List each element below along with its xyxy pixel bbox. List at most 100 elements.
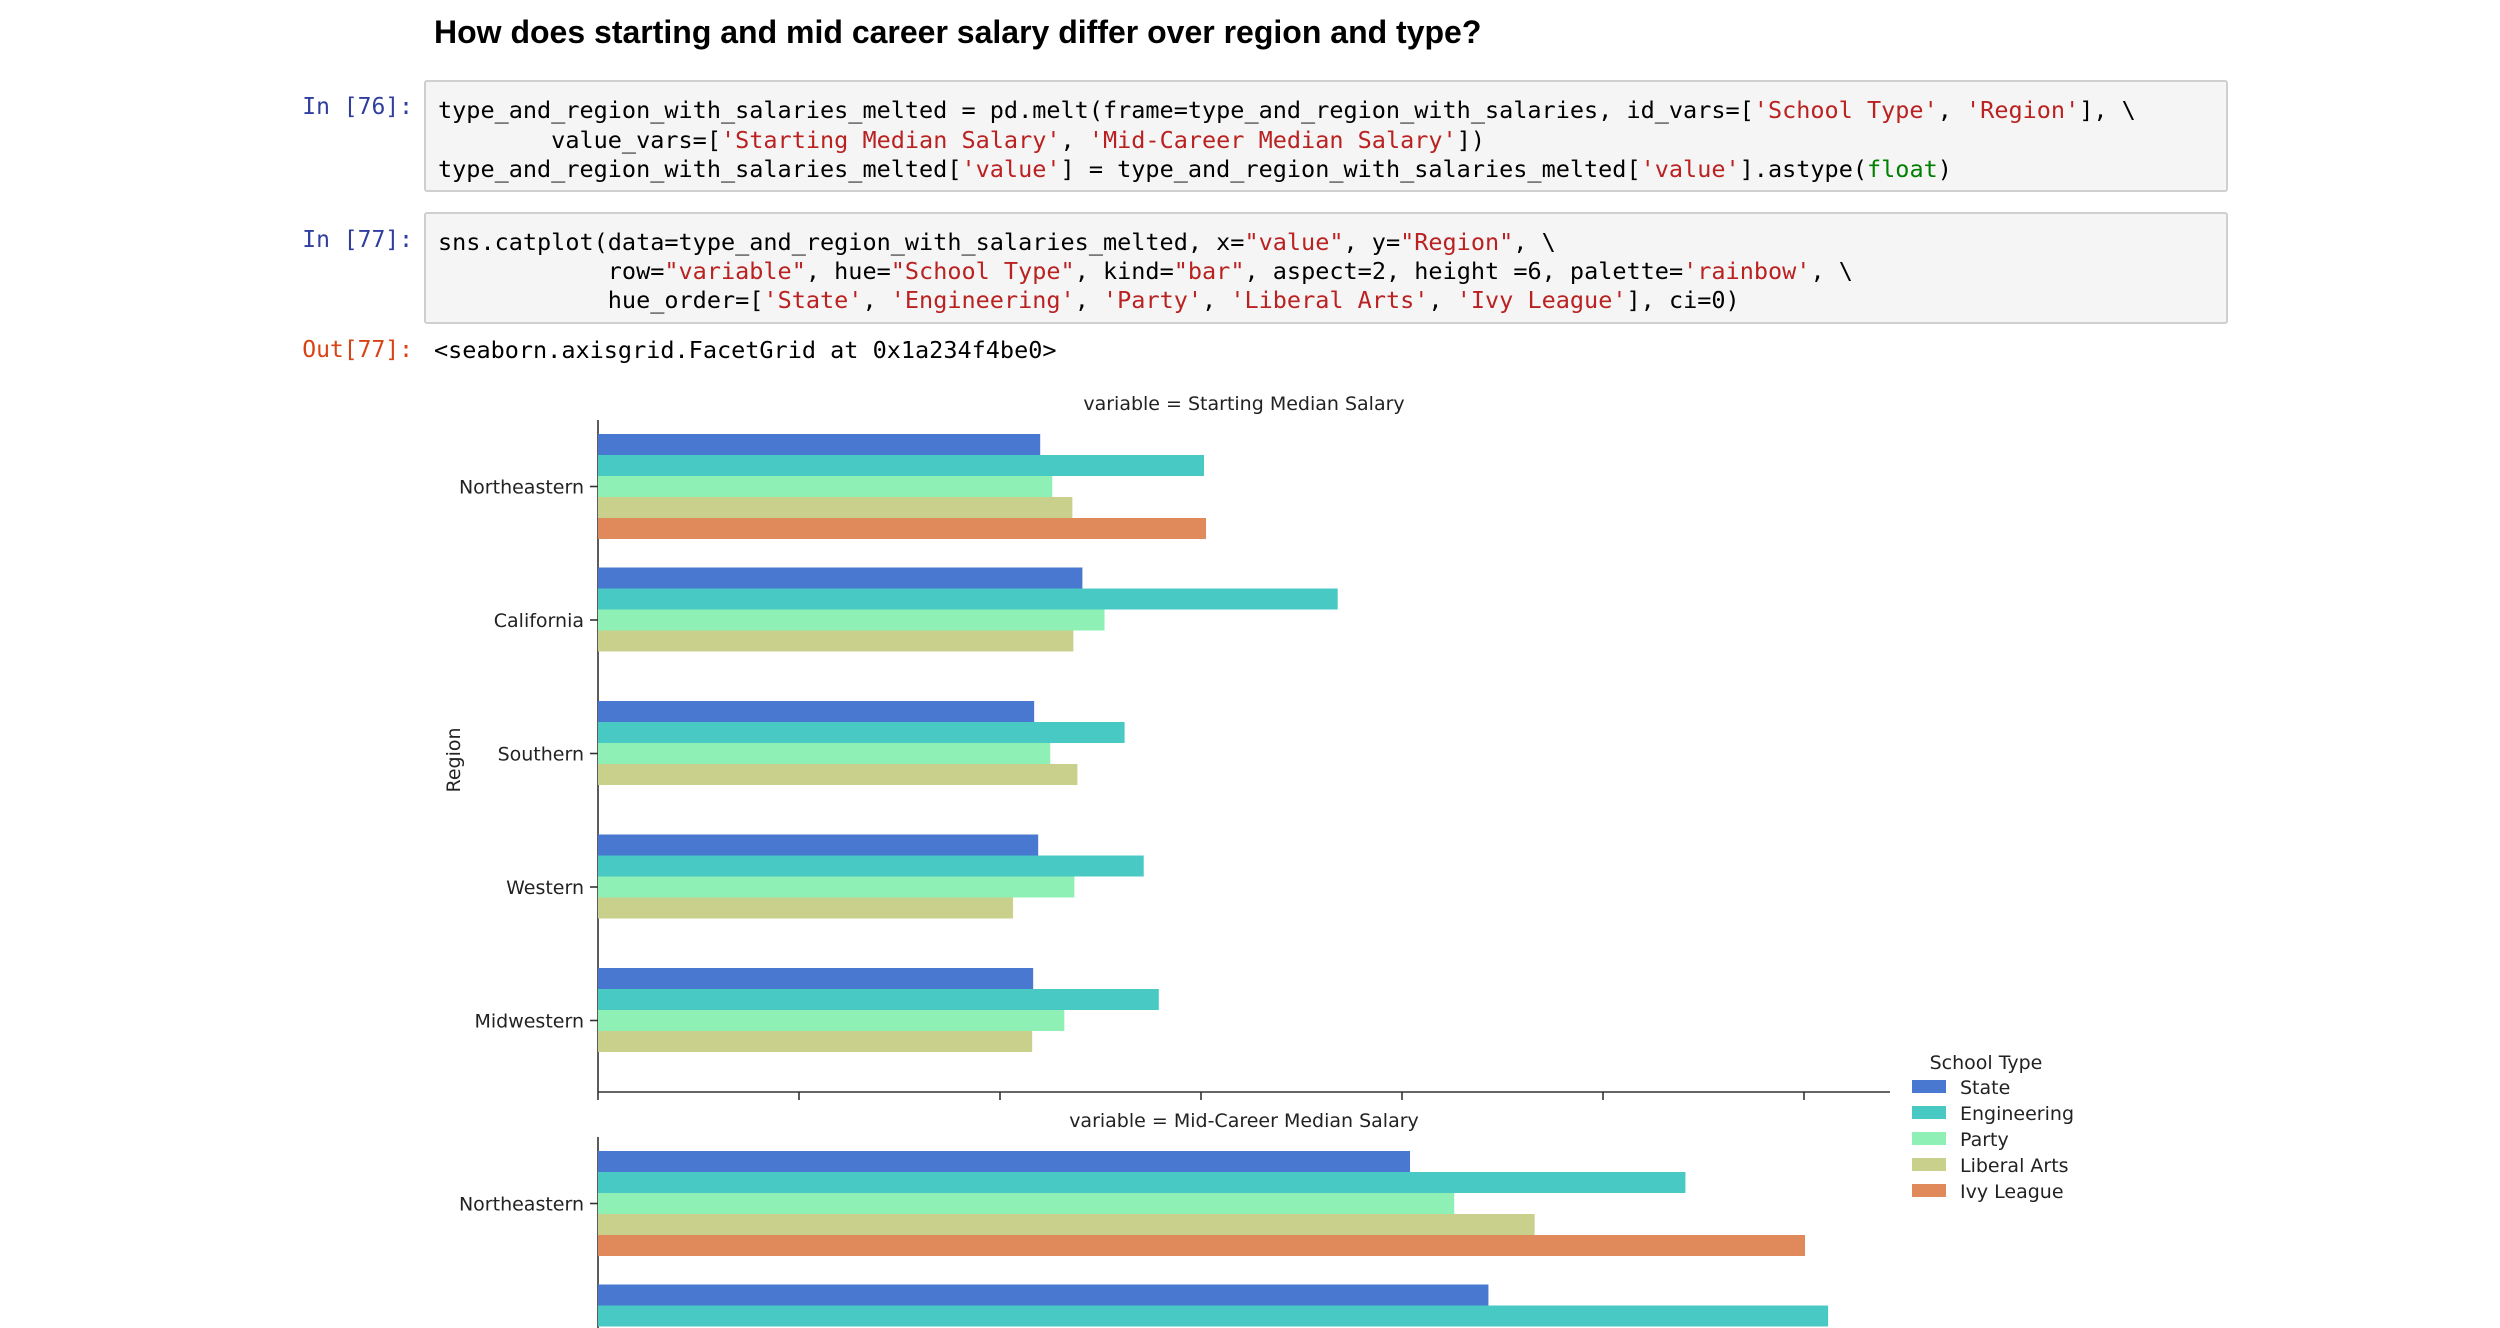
y-tick-label: Midwestern — [474, 1011, 584, 1033]
code-token: ]) — [1456, 126, 1485, 154]
code-token: , — [1428, 286, 1457, 314]
cell-76-prompt: In [76]: — [302, 94, 413, 120]
code-token: 'rainbow' — [1683, 257, 1811, 285]
legend-swatch — [1912, 1132, 1946, 1145]
code-token: , — [862, 286, 891, 314]
code-token: ].astype( — [1739, 155, 1867, 183]
code-token: 'State' — [763, 286, 863, 314]
bar — [598, 1284, 1489, 1306]
y-tick-label: Southern — [498, 744, 584, 766]
code-token: type_and_region_with_salaries_melted = p… — [438, 96, 1754, 124]
code-line: value_vars=['Starting Median Salary', 'M… — [438, 125, 1485, 155]
code-token: 'Region' — [1966, 96, 2080, 124]
code-token: type_and_region_with_salaries_melted[ — [438, 155, 962, 183]
legend-swatch — [1912, 1158, 1946, 1171]
code-token: 'Ivy League' — [1456, 286, 1627, 314]
bar — [598, 1235, 1806, 1256]
legend-label: Party — [1960, 1129, 2009, 1151]
code-token: , kind= — [1074, 257, 1174, 285]
legend-swatch — [1912, 1080, 1946, 1093]
bar — [598, 968, 1034, 989]
bar — [598, 989, 1159, 1010]
code-token: 'Starting Median Salary' — [720, 126, 1061, 154]
code-token: 2 — [1371, 257, 1386, 285]
legend-label: Engineering — [1960, 1103, 2074, 1125]
output-77-prompt: Out[77]: — [302, 337, 413, 363]
code-cell-77[interactable]: sns.catplot(data=type_and_region_with_sa… — [424, 212, 2228, 324]
bar — [598, 855, 1144, 877]
bar — [598, 630, 1074, 652]
bar — [598, 455, 1205, 476]
bar — [598, 1151, 1411, 1172]
code-token: "variable" — [664, 257, 806, 285]
legend-title: School Type — [1930, 1052, 2043, 1074]
code-token: value_vars=[ — [438, 126, 721, 154]
code-token: float — [1867, 155, 1938, 183]
code-token: "Region" — [1400, 228, 1514, 256]
legend-label: Liberal Arts — [1960, 1155, 2069, 1177]
code-token: , — [1202, 286, 1231, 314]
code-token: , — [1074, 286, 1103, 314]
code-token: 'Party' — [1103, 286, 1203, 314]
legend-swatch — [1912, 1106, 1946, 1119]
code-token: , — [1937, 96, 1967, 124]
code-token: 'Engineering' — [890, 286, 1075, 314]
bar — [598, 1031, 1033, 1052]
bar — [598, 518, 1207, 539]
code-token: 'value' — [961, 155, 1061, 183]
legend-swatch — [1912, 1184, 1946, 1197]
code-token: sns.catplot(data=type_and_region_with_sa… — [438, 228, 1245, 256]
code-token: , height = — [1385, 257, 1528, 285]
bar — [598, 1010, 1065, 1031]
code-token: ], ci= — [1626, 286, 1712, 314]
code-token: 'value' — [1640, 155, 1740, 183]
code-token: , palette= — [1541, 257, 1684, 285]
code-token: ] = type_and_region_with_salaries_melted… — [1060, 155, 1641, 183]
code-token: 'School Type' — [1753, 96, 1938, 124]
bar — [598, 434, 1041, 455]
bar — [598, 834, 1039, 856]
code-token: , aspect= — [1244, 257, 1372, 285]
y-tick-label: Western — [506, 877, 584, 899]
code-token: , hue= — [805, 257, 891, 285]
code-token: "bar" — [1173, 257, 1245, 285]
bar — [598, 1214, 1535, 1235]
code-token: 'Liberal Arts' — [1230, 286, 1429, 314]
bar — [598, 743, 1051, 764]
bar — [598, 722, 1125, 743]
code-token: row= — [438, 257, 665, 285]
y-tick-label: Northeastern — [459, 477, 584, 499]
y-tick-label: Northeastern — [459, 1194, 584, 1216]
bar — [598, 588, 1338, 610]
code-token: "value" — [1244, 228, 1344, 256]
bar — [598, 1305, 1829, 1327]
bar — [598, 897, 1014, 919]
bar — [598, 1172, 1686, 1193]
bar — [598, 701, 1035, 722]
code-token: 0 — [1711, 286, 1726, 314]
code-token: 'Mid-Career Median Salary' — [1088, 126, 1457, 154]
y-tick-label: California — [494, 610, 584, 632]
code-token: ) — [1937, 155, 1952, 183]
code-token: , \ — [1513, 228, 1556, 256]
code-line: type_and_region_with_salaries_melted = p… — [438, 95, 2136, 125]
section-heading: How does starting and mid career salary … — [434, 14, 1482, 50]
bar — [598, 476, 1053, 497]
code-token: , y= — [1343, 228, 1401, 256]
bar — [598, 764, 1078, 785]
legend-label: Ivy League — [1960, 1181, 2064, 1203]
y-axis-label: Region — [443, 727, 465, 792]
cell-77-prompt: In [77]: — [302, 227, 413, 253]
code-token: ], \ — [2079, 96, 2136, 124]
bar — [598, 497, 1073, 518]
legend-label: State — [1960, 1077, 2010, 1099]
code-token: , — [1060, 126, 1089, 154]
code-token: hue_order=[ — [438, 286, 764, 314]
code-token: 6 — [1527, 257, 1542, 285]
code-line: type_and_region_with_salaries_melted['va… — [438, 154, 1952, 184]
bar — [598, 876, 1075, 898]
bar — [598, 567, 1083, 589]
code-cell-76[interactable]: type_and_region_with_salaries_melted = p… — [424, 80, 2228, 192]
bar — [598, 1193, 1455, 1214]
panel-title: variable = Mid-Career Median Salary — [1069, 1110, 1419, 1132]
